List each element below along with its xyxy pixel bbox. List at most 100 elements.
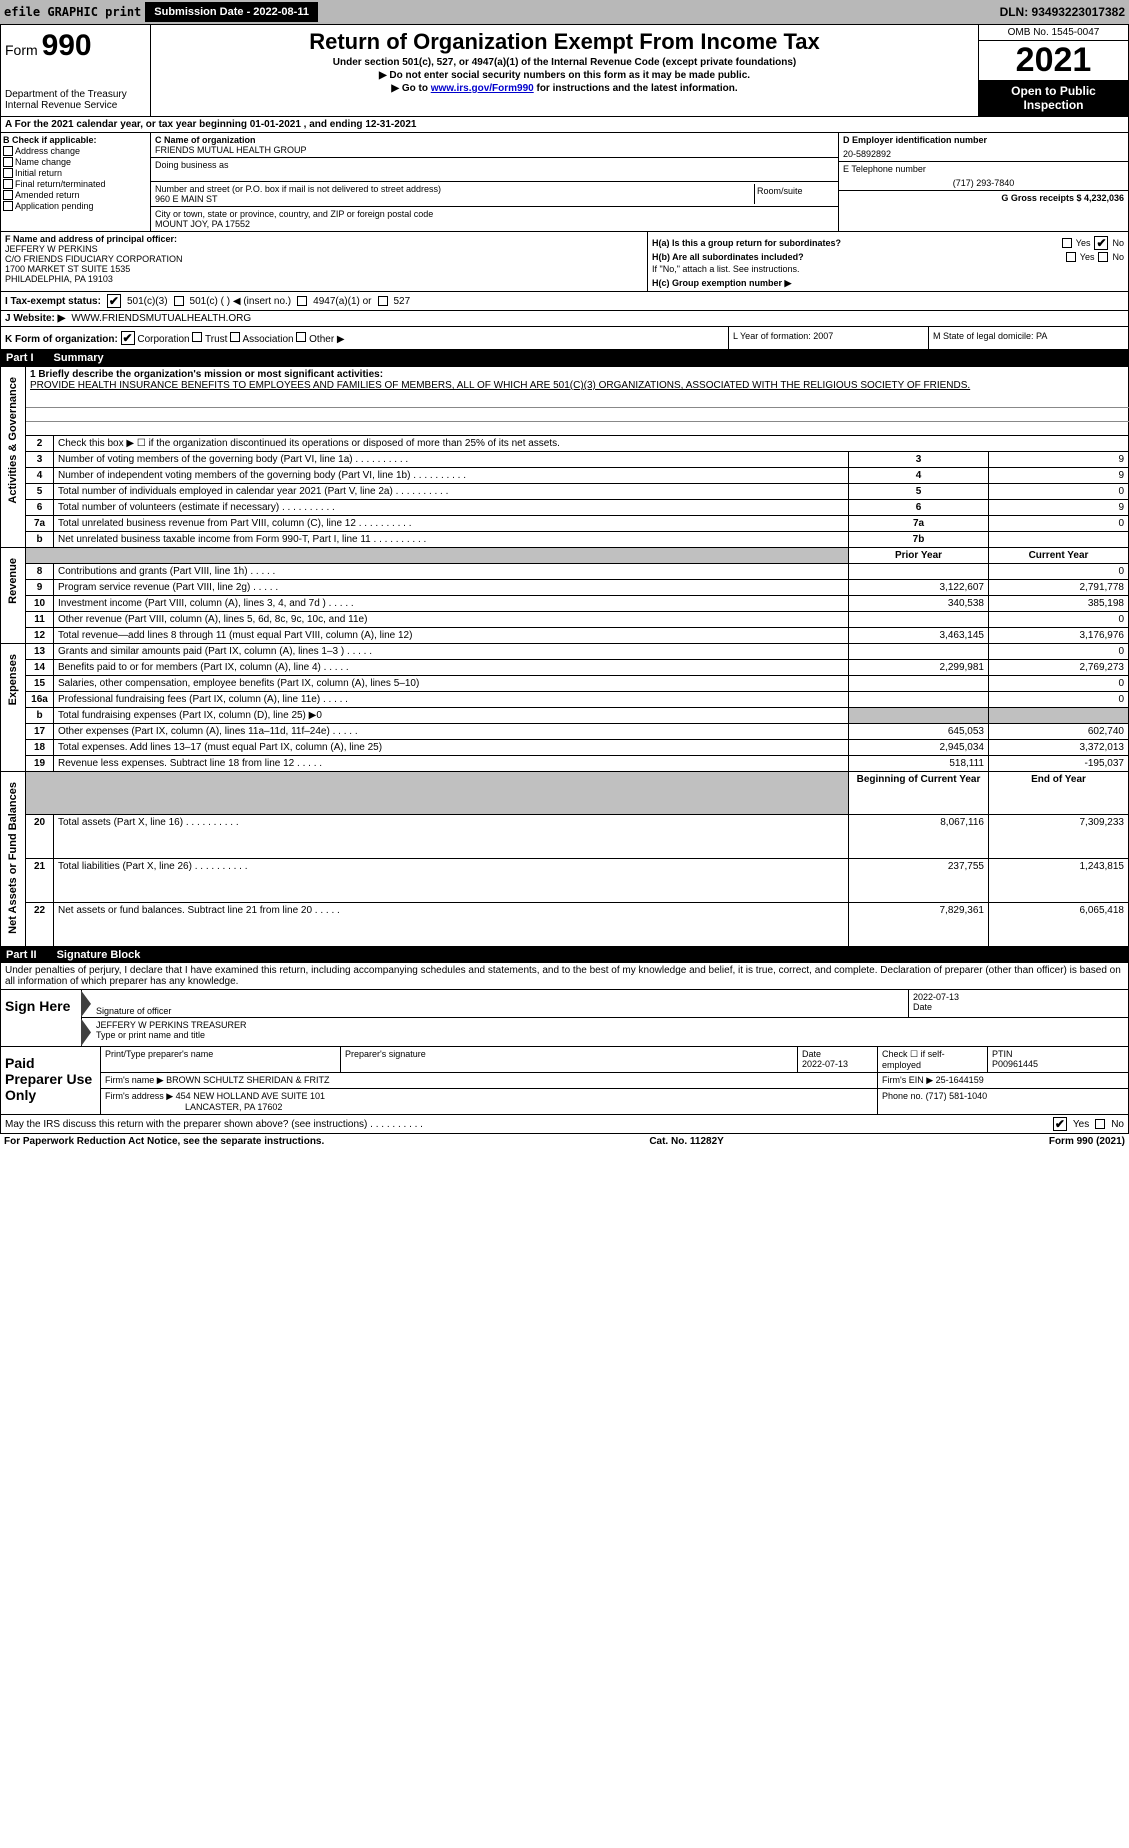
website-value: WWW.FRIENDSMUTUALHEALTH.ORG [71,313,251,324]
table-row: 18Total expenses. Add lines 13–17 (must … [1,739,1129,755]
mission-text: PROVIDE HEALTH INSURANCE BENEFITS TO EMP… [30,380,1124,391]
firm-phone-label: Phone no. [882,1091,923,1101]
chk-name-change[interactable] [3,157,13,167]
summary-table: Activities & Governance 1 Briefly descri… [0,366,1129,947]
prep-date-value: 2022-07-13 [802,1059,873,1069]
chk-address-change[interactable] [3,146,13,156]
chk-4947[interactable] [297,296,307,306]
chk-ha-yes[interactable] [1062,238,1072,248]
chk-amended[interactable] [3,190,13,200]
officer-name-title: JEFFERY W PERKINS TREASURER [96,1020,1124,1030]
chk-irs-yes[interactable]: ✔ [1053,1117,1067,1131]
l-year-formation: L Year of formation: 2007 [728,327,928,349]
part2-title: Signature Block [57,949,141,961]
row-i-tax-exempt: I Tax-exempt status: ✔501(c)(3) 501(c) (… [0,292,1129,311]
chk-corp[interactable]: ✔ [121,331,135,345]
footer-mid: Cat. No. 11282Y [649,1136,723,1147]
box-k: K Form of organization: ✔ Corporation Tr… [1,327,728,349]
chk-501c[interactable] [174,296,184,306]
table-row: 10Investment income (Part VIII, column (… [1,595,1129,611]
table-row: 2Check this box ▶ ☐ if the organization … [1,435,1129,451]
efile-label: efile GRAPHIC print [4,5,141,19]
table-row: 19Revenue less expenses. Subtract line 1… [1,755,1129,771]
irs-link[interactable]: www.irs.gov/Form990 [431,83,534,94]
firm-name-label: Firm's name ▶ [105,1075,164,1085]
table-row: 6Total number of volunteers (estimate if… [1,499,1129,515]
table-row: 22Net assets or fund balances. Subtract … [1,903,1129,947]
penalty-text: Under penalties of perjury, I declare th… [0,963,1129,990]
subtitle-3: ▶ Go to www.irs.gov/Form990 for instruct… [155,83,974,94]
paid-preparer-label: Paid Preparer Use Only [1,1047,101,1114]
part1-title: Summary [54,352,104,364]
open-public-label: Open to Public Inspection [979,80,1128,116]
ptin-label: PTIN [992,1049,1124,1059]
chk-irs-no[interactable] [1095,1119,1105,1129]
table-row: 4Number of independent voting members of… [1,467,1129,483]
chk-527[interactable] [378,296,388,306]
chk-hb-yes[interactable] [1066,252,1076,262]
org-name: FRIENDS MUTUAL HEALTH GROUP [155,145,834,155]
ein-value: 20-5892892 [843,149,1124,159]
current-year-header: Current Year [989,547,1129,563]
phone-value: (717) 293-7840 [843,178,1124,188]
officer-line: C/O FRIENDS FIDUCIARY CORPORATION [5,254,643,264]
firm-phone-value: (717) 581-1040 [926,1091,988,1101]
chk-501c3[interactable]: ✔ [107,294,121,308]
table-row: 8Contributions and grants (Part VIII, li… [1,563,1129,579]
ein-label: D Employer identification number [843,135,1124,145]
table-row: 15Salaries, other compensation, employee… [1,675,1129,691]
table-row: 5Total number of individuals employed in… [1,483,1129,499]
footer-left: For Paperwork Reduction Act Notice, see … [4,1136,324,1147]
chk-ha-no[interactable]: ✔ [1094,236,1108,250]
sig-date-label: Date [913,1002,1124,1012]
table-row: 21Total liabilities (Part X, line 26)237… [1,859,1129,903]
table-row: 20Total assets (Part X, line 16)8,067,11… [1,815,1129,859]
phone-label: E Telephone number [843,164,1124,174]
prior-year-header: Prior Year [849,547,989,563]
chk-assoc[interactable] [230,332,240,342]
org-name-label: C Name of organization [155,135,834,145]
box-de: D Employer identification number 20-5892… [838,133,1128,231]
chk-final-return[interactable] [3,179,13,189]
irs-discuss-text: May the IRS discuss this return with the… [5,1119,423,1130]
year-box: OMB No. 1545-0047 2021 Open to Public In… [978,25,1128,116]
table-row: bNet unrelated business taxable income f… [1,531,1129,547]
street-value: 960 E MAIN ST [155,194,754,204]
table-row: 12Total revenue—add lines 8 through 11 (… [1,627,1129,643]
city-label: City or town, state or province, country… [155,209,834,219]
chk-initial-return[interactable] [3,168,13,178]
box-c: C Name of organization FRIENDS MUTUAL HE… [151,133,838,231]
name-title-label: Type or print name and title [96,1030,1124,1040]
chk-hb-no[interactable] [1098,252,1108,262]
side-expenses: Expenses [1,643,26,771]
k-label: K Form of organization: [5,334,118,345]
gross-receipts: G Gross receipts $ 4,232,036 [843,193,1124,203]
chk-app-pending[interactable] [3,201,13,211]
preparer-sig-header: Preparer's signature [341,1047,798,1072]
room-suite-label: Room/suite [754,184,834,204]
dba-label: Doing business as [155,160,834,170]
section-fh: F Name and address of principal officer:… [0,232,1129,292]
side-net-assets: Net Assets or Fund Balances [1,771,26,947]
irs-discuss-row: May the IRS discuss this return with the… [0,1115,1129,1134]
row-klm: K Form of organization: ✔ Corporation Tr… [0,327,1129,350]
chk-trust[interactable] [192,332,202,342]
form-title-box: Return of Organization Exempt From Incom… [151,25,978,116]
form-number: 990 [42,29,92,62]
officer-line: JEFFERY W PERKINS [5,244,643,254]
submission-date-button[interactable]: Submission Date - 2022-08-11 [145,2,318,22]
firm-ein-value: 25-1644159 [936,1075,984,1085]
officer-label: F Name and address of principal officer: [5,234,643,244]
side-revenue: Revenue [1,547,26,643]
main-title: Return of Organization Exempt From Incom… [155,29,974,55]
firm-addr-label: Firm's address ▶ [105,1091,173,1101]
mission-label: 1 Briefly describe the organization's mi… [30,369,1124,380]
part1-header: Part I Summary [0,350,1129,366]
sig-officer-label: Signature of officer [96,1006,171,1016]
table-row: 16aProfessional fundraising fees (Part I… [1,691,1129,707]
hb-label: H(b) Are all subordinates included? [652,252,1062,262]
chk-other[interactable] [296,332,306,342]
firm-ein-label: Firm's EIN ▶ [882,1075,933,1085]
part2-num: Part II [6,949,37,961]
table-row: 14Benefits paid to or for members (Part … [1,659,1129,675]
